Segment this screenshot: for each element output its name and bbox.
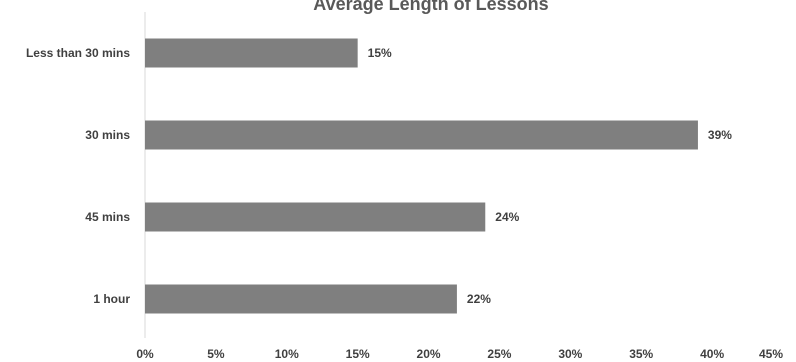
x-tick-label-2: 10% xyxy=(275,347,299,361)
bar-1 xyxy=(145,120,698,150)
bar-0 xyxy=(145,38,358,68)
category-label-3: 1 hour xyxy=(93,292,130,306)
data-labels-layer: 15% 39% 24% 22% xyxy=(368,46,733,306)
x-tick-label-5: 25% xyxy=(487,347,511,361)
data-label-1: 39% xyxy=(708,128,732,142)
data-label-3: 22% xyxy=(467,292,491,306)
x-tick-label-8: 40% xyxy=(700,347,724,361)
chart-title: Average Length of Lessons xyxy=(313,0,548,14)
data-label-0: 15% xyxy=(368,46,392,60)
x-ticks-layer: 0% 5% 10% 15% 20% 25% 30% 35% 40% 45% xyxy=(136,347,783,361)
x-tick-label-3: 15% xyxy=(346,347,370,361)
data-label-2: 24% xyxy=(495,210,519,224)
bar-3 xyxy=(145,284,457,314)
bar-2 xyxy=(145,202,486,232)
category-label-0: Less than 30 mins xyxy=(26,46,130,60)
bars-layer xyxy=(145,38,698,314)
x-tick-label-9: 45% xyxy=(759,347,783,361)
category-labels-layer: Less than 30 mins 30 mins 45 mins 1 hour xyxy=(26,46,130,306)
x-tick-label-7: 35% xyxy=(629,347,653,361)
category-label-1: 30 mins xyxy=(85,128,130,142)
category-label-2: 45 mins xyxy=(85,210,130,224)
x-tick-label-4: 20% xyxy=(417,347,441,361)
x-tick-label-0: 0% xyxy=(136,347,154,361)
x-tick-label-6: 30% xyxy=(558,347,582,361)
x-tick-label-1: 5% xyxy=(207,347,225,361)
